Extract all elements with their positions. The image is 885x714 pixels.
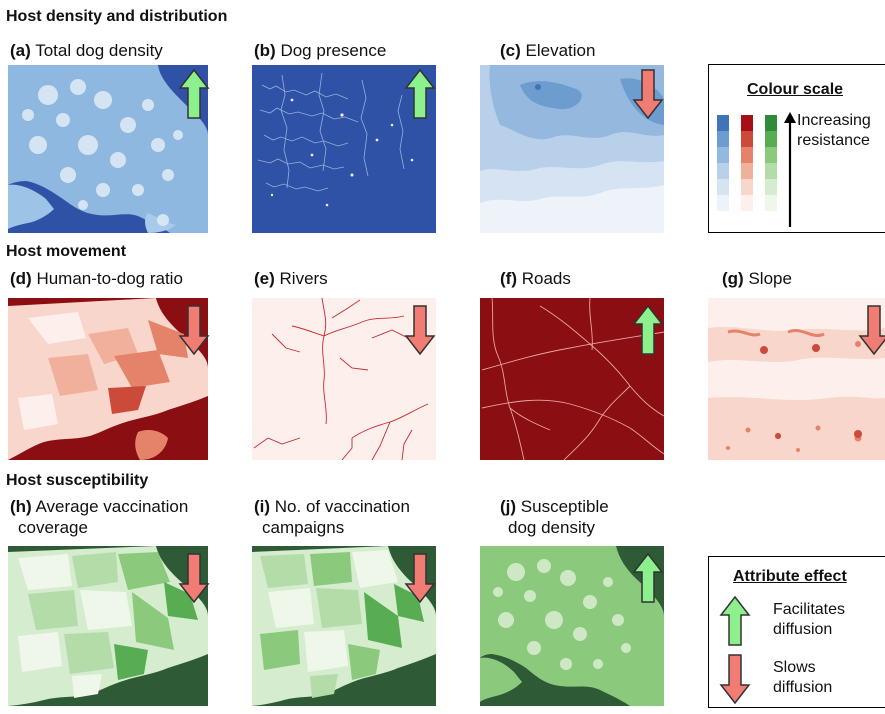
arrow-down-icon	[404, 304, 436, 356]
panel-label-g: (g) Slope	[722, 269, 792, 288]
panel-label-b: (b) Dog presence	[254, 41, 387, 60]
arrow-up-icon	[404, 68, 436, 120]
colour-ramps	[717, 115, 777, 211]
colour-ramp-cell	[741, 179, 753, 195]
arrow-up-icon	[178, 68, 210, 120]
colour-ramp-cell	[765, 131, 777, 147]
colour-ramp-cell	[741, 163, 753, 179]
map-vaccination-campaigns	[252, 546, 436, 706]
attribute-effect-legend: Attribute effect Facilitates diffusion Sl…	[708, 556, 885, 708]
colour-scale-title: Colour scale	[747, 81, 844, 98]
colour-ramp-cell	[717, 195, 729, 211]
colour-ramp-cell	[741, 195, 753, 211]
colour-ramp-cell	[717, 163, 729, 179]
colour-ramp-cell	[717, 131, 729, 147]
section-title-host-density: Host density and distribution	[6, 8, 228, 25]
arrow-down-icon	[632, 68, 664, 120]
colour-ramp-cell	[765, 147, 777, 163]
panel-label-h: (h) Average vaccination coverage	[10, 497, 189, 537]
arrow-up-icon	[632, 552, 664, 604]
slows-diffusion-text: Slows diffusion	[773, 659, 833, 696]
section-title-host-susceptibility: Host susceptibility	[6, 472, 149, 489]
facilitates-diffusion-text: Facilitates diffusion	[773, 601, 846, 638]
panel-label-e: (e) Rivers	[254, 269, 328, 288]
colour-ramp-cell	[741, 147, 753, 163]
colour-scale-legend: Colour scale Increasing resistance	[708, 64, 885, 233]
slows-arrow-icon	[719, 654, 751, 705]
panel-label-d: (d) Human-to-dog ratio	[10, 269, 183, 288]
arrow-down-icon	[858, 304, 885, 356]
map-rivers	[252, 298, 436, 460]
colour-ramp-cell	[741, 115, 753, 131]
arrow-down-icon	[178, 304, 210, 356]
colour-ramp-cell	[765, 163, 777, 179]
arrow-up-icon	[632, 304, 664, 356]
increasing-arrow-icon	[784, 112, 796, 227]
panel-label-f: (f) Roads	[500, 269, 571, 288]
panel-label-i: (i) No. of vaccination campaigns	[254, 497, 410, 537]
colour-ramp-cell	[765, 179, 777, 195]
colour-ramp-cell	[741, 131, 753, 147]
map-average-vaccination-coverage	[8, 546, 208, 706]
colour-scale-text: Increasing resistance	[797, 112, 871, 149]
facilitates-arrow-icon	[719, 595, 751, 646]
map-dog-presence	[252, 65, 436, 233]
panel-label-a: (a) Total dog density	[10, 41, 163, 60]
arrow-down-icon	[178, 552, 210, 604]
attribute-effect-title: Attribute effect	[733, 568, 847, 585]
section-title-host-movement: Host movement	[6, 243, 127, 260]
panel-label-c: (c) Elevation	[500, 41, 596, 60]
map-roads	[480, 298, 664, 460]
map-human-to-dog-ratio	[8, 298, 208, 460]
colour-ramp-cell	[717, 115, 729, 131]
colour-ramp-cell	[765, 195, 777, 211]
colour-ramp-cell	[765, 115, 777, 131]
panel-label-j: (j) Susceptible dog density	[500, 497, 609, 537]
map-susceptible-dog-density	[480, 546, 664, 706]
map-slope	[708, 298, 885, 460]
arrow-down-icon	[404, 552, 436, 604]
colour-ramp-cell	[717, 147, 729, 163]
map-total-dog-density	[8, 65, 208, 233]
colour-ramp-cell	[717, 179, 729, 195]
